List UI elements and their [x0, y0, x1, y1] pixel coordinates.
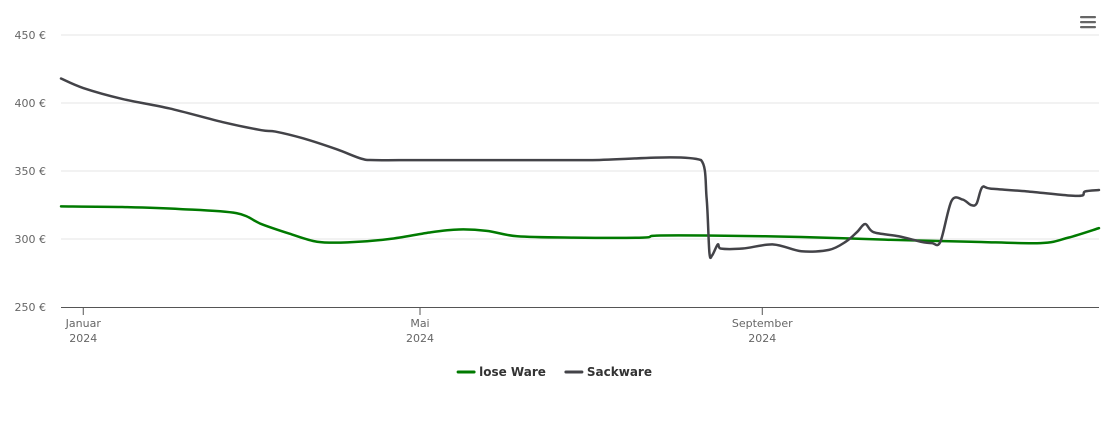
series-lines — [59, 77, 1101, 260]
legend-item[interactable]: lose Ware — [456, 365, 546, 379]
hamburger-menu-icon[interactable] — [1079, 14, 1097, 30]
x-tick-label-month: Januar — [65, 317, 102, 330]
y-axis: 250 € 300 € 350 € 400 € 450 € — [15, 29, 47, 314]
legend: lose Ware Sackware — [456, 365, 652, 379]
grid-lines — [61, 34, 1099, 240]
y-tick-label: 250 € — [15, 301, 47, 314]
x-tick-label-month: September — [732, 317, 793, 330]
legend-item[interactable]: Sackware — [564, 365, 652, 379]
y-tick-label: 350 € — [15, 165, 47, 178]
legend-label: Sackware — [587, 365, 652, 379]
x-tick-label-year: 2024 — [748, 332, 776, 345]
x-axis: Januar 2024 Mai 2024 September 2024 — [61, 307, 1099, 345]
x-tick-label-month: Mai — [410, 317, 429, 330]
series-line-2 — [59, 77, 1101, 260]
series-line-1 — [59, 205, 1101, 245]
y-tick-label: 400 € — [15, 97, 47, 110]
legend-label: lose Ware — [479, 365, 546, 379]
x-tick-label-year: 2024 — [406, 332, 434, 345]
y-tick-label: 450 € — [15, 29, 47, 42]
y-tick-label: 300 € — [15, 233, 47, 246]
x-tick-label-year: 2024 — [69, 332, 97, 345]
